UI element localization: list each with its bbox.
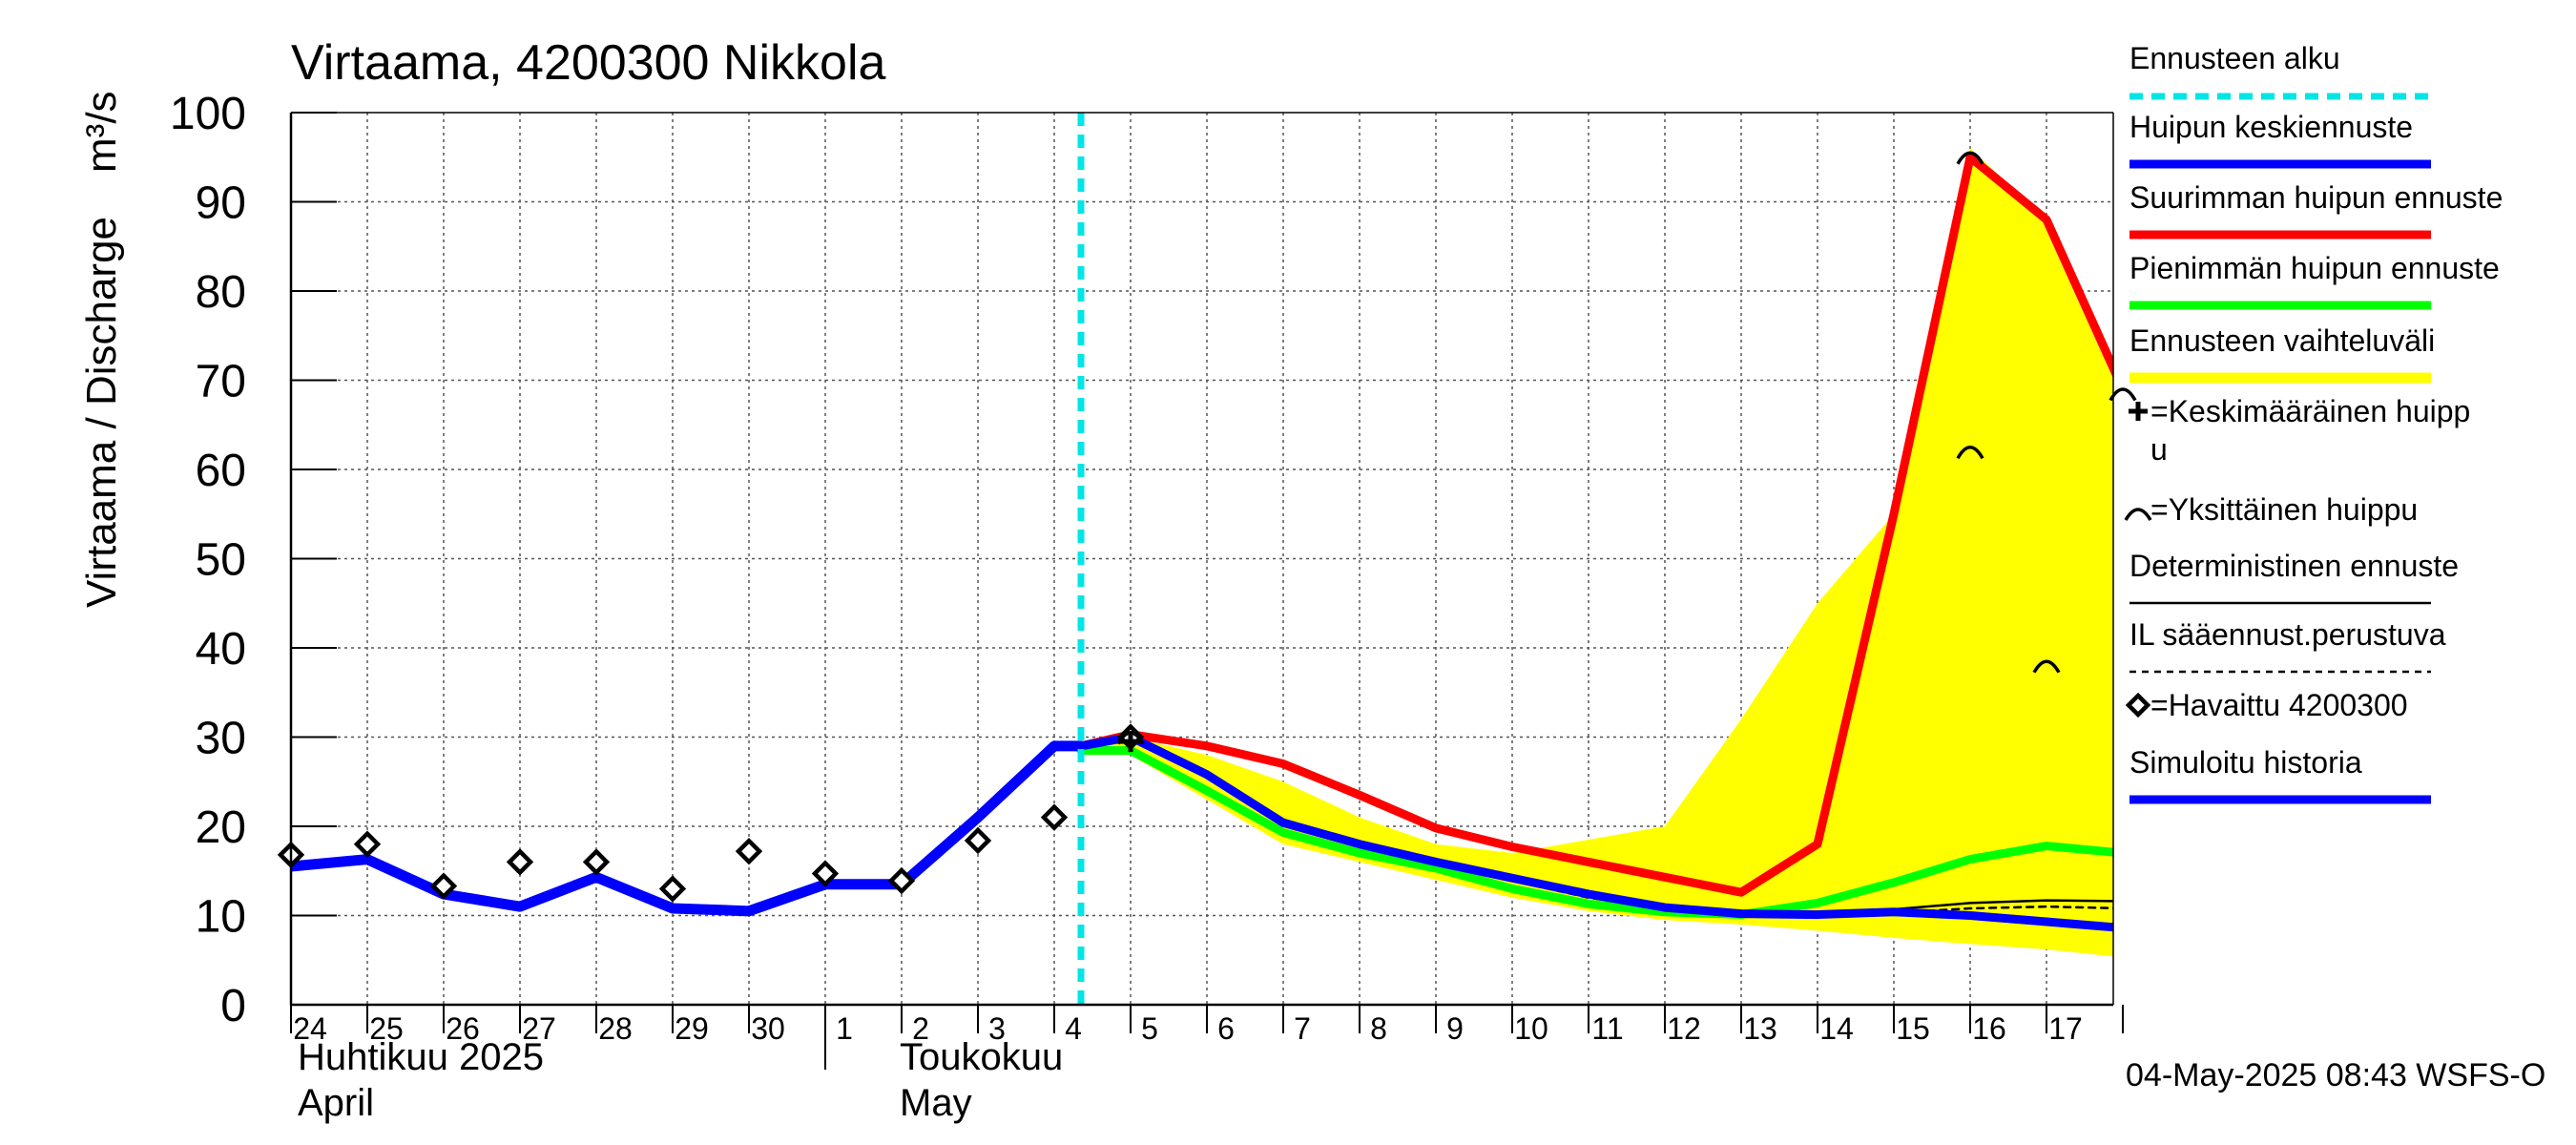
y-tick-label: 100 (170, 89, 246, 139)
observed-point (735, 837, 763, 865)
single-peak-marker (1956, 446, 1984, 460)
single-peak-marker (2032, 659, 2061, 674)
single-peak-marker (1956, 151, 1984, 165)
month-en-april: April (298, 1082, 375, 1124)
legend-label: =Keskimääräinen huipp (2150, 394, 2470, 428)
y-tick-label: 70 (196, 357, 246, 407)
observed-point (811, 860, 840, 887)
x-day-label: 15 (1896, 1011, 1930, 1046)
y-tick-label: 60 (196, 446, 246, 496)
forecast-range-band (1081, 148, 2113, 957)
x-day-label: 27 (522, 1011, 556, 1046)
markers (277, 151, 2137, 903)
max-peak-forecast-line (1076, 153, 2113, 897)
legend-label: IL sääennust.perustuva (2129, 617, 2446, 652)
legend-label-continued: u (2150, 432, 2168, 467)
x-day-label: 24 (293, 1011, 327, 1046)
legend-label: Ennusteen alku (2129, 41, 2340, 75)
observed-point (658, 875, 687, 903)
x-day-label: 8 (1370, 1011, 1387, 1046)
x-day-label: 26 (446, 1011, 480, 1046)
x-day-label: 2 (912, 1011, 929, 1046)
x-day-label: 25 (369, 1011, 404, 1046)
y-axis-unit: m³/s (78, 91, 125, 173)
legend-mean-peak-marker (2129, 402, 2148, 421)
y-tick-label: 0 (220, 981, 246, 1031)
x-day-label: 1 (836, 1011, 853, 1046)
observed-point (429, 872, 458, 900)
x-day-label: 29 (675, 1011, 709, 1046)
simulated-history-line (291, 740, 1087, 917)
observed-point (964, 826, 992, 855)
legend: Ennusteen alku Huipun keskiennuste Suurimm… (2124, 41, 2503, 804)
month-label-may: Toukokuu May (900, 1034, 1063, 1126)
legend-label: Ennusteen vaihteluväli (2129, 323, 2435, 358)
mean-peak-forecast-line (1076, 733, 2113, 932)
month-en-may: May (900, 1082, 972, 1124)
x-day-label: 30 (751, 1011, 785, 1046)
y-tick-label: 80 (196, 267, 246, 318)
observed-point (506, 848, 534, 876)
x-day-label: 5 (1141, 1011, 1158, 1046)
observed-point (1040, 803, 1069, 831)
legend-single-peak-marker (2124, 508, 2152, 521)
y-tick-label: 20 (196, 802, 246, 853)
legend-label: Suurimman huipun ennuste (2129, 180, 2503, 215)
y-axis-label: Virtaama / Discharge m³/s (78, 91, 126, 608)
month-fi-april: Huhtikuu 2025 (298, 1036, 544, 1078)
x-day-label: 7 (1294, 1011, 1311, 1046)
y-tick-label: 10 (196, 892, 246, 943)
forecast-range-area (1081, 148, 2113, 957)
forecast-lines (291, 113, 2113, 1005)
timestamp-footer: 04-May-2025 08:43 WSFS-O (2126, 1057, 2546, 1093)
chart-title: Virtaama, 4200300 Nikkola (291, 35, 886, 91)
legend-label: =Havaittu 4200300 (2150, 688, 2408, 722)
observed-point (353, 830, 382, 858)
legend-label: Pienimmän huipun ennuste (2129, 251, 2500, 285)
legend-label: Simuloitu historia (2129, 745, 2362, 780)
x-day-label: 4 (1065, 1011, 1082, 1046)
x-day-label: 3 (988, 1011, 1006, 1046)
legend-label: =Yksittäinen huippu (2150, 492, 2418, 527)
x-day-label: 14 (1819, 1011, 1854, 1046)
single-peak-marker (2109, 387, 2137, 402)
min-peak-forecast-line (1076, 746, 2113, 920)
y-tick-label: 30 (196, 714, 246, 764)
observed-point (582, 848, 611, 876)
month-label-april: Huhtikuu 2025 April (298, 1034, 544, 1126)
y-tick-label: 40 (196, 624, 246, 675)
x-day-label: 13 (1743, 1011, 1777, 1046)
x-day-label: 28 (598, 1011, 633, 1046)
x-day-label: 10 (1514, 1011, 1548, 1046)
mean-peak-marker (1120, 731, 1141, 753)
x-day-label: 6 (1217, 1011, 1235, 1046)
x-day-label: 16 (1972, 1011, 2006, 1046)
y-tick-label: 90 (196, 178, 246, 229)
y-tick-label: 50 (196, 535, 246, 586)
month-fi-may: Toukokuu (900, 1036, 1064, 1078)
x-day-label: 9 (1446, 1011, 1464, 1046)
y-axis-title: Virtaama / Discharge (78, 216, 125, 608)
observed-point (887, 866, 916, 895)
x-day-label: 12 (1667, 1011, 1701, 1046)
legend-label: Huipun keskiennuste (2129, 110, 2413, 144)
legend-observed-marker (2125, 692, 2151, 718)
legend-label: Deterministinen ennuste (2129, 549, 2459, 583)
x-day-label: 17 (2048, 1011, 2083, 1046)
x-day-label: 11 (1591, 1011, 1623, 1046)
